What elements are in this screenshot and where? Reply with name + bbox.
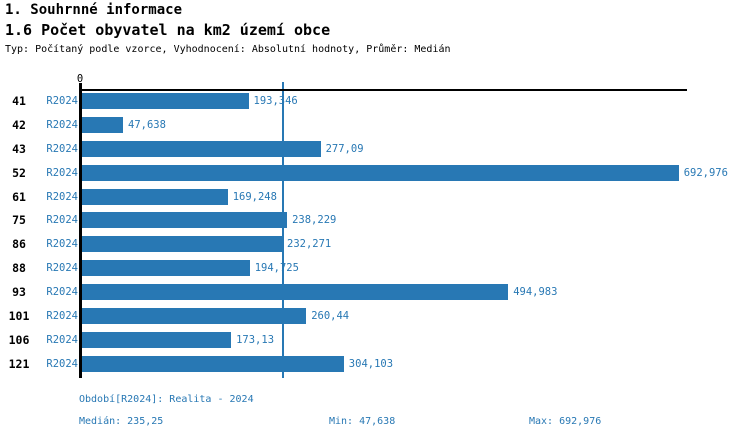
chart-row: 61 R2024 169,248	[0, 185, 750, 209]
chart-row: 75 R2024 238,229	[0, 208, 750, 232]
y-axis-line	[79, 83, 82, 378]
chart-rows: 41 R2024 193,346 42 R2024 47,638 43 R2024 277,09…	[0, 89, 750, 376]
max-stat-label: Max: 692,976	[529, 416, 602, 427]
bar-value-label: 238,229	[292, 214, 337, 227]
row-category-label: 106	[8, 332, 30, 347]
bar-41[interactable]	[82, 92, 249, 109]
chart-row: 101 R2024 260,44	[0, 304, 750, 328]
row-series-label: R2024	[46, 166, 78, 179]
chart-row: 41 R2024 193,346	[0, 89, 750, 113]
row-series-label: R2024	[46, 333, 78, 346]
row-series-label: R2024	[46, 142, 78, 155]
bar-value-label: 173,13	[236, 333, 275, 346]
x-axis-line	[79, 89, 687, 91]
bar-value-label: 692,976	[683, 166, 728, 179]
bar-101[interactable]	[82, 307, 307, 324]
bar-121[interactable]	[82, 355, 344, 372]
bar-86[interactable]	[82, 236, 282, 253]
section-title: 1. Souhrnné informace	[5, 2, 183, 18]
row-category-label: 42	[12, 117, 26, 132]
bar-75[interactable]	[82, 212, 288, 229]
row-category-label: 41	[12, 93, 26, 108]
bar-93[interactable]	[82, 284, 509, 301]
row-category-label: 61	[12, 189, 26, 204]
row-series-label: R2024	[46, 262, 78, 275]
chart-row: 52 R2024 692,976	[0, 161, 750, 185]
row-category-label: 121	[8, 356, 30, 371]
chart-row: 42 R2024 47,638	[0, 113, 750, 137]
chart-row: 88 R2024 194,725	[0, 256, 750, 280]
row-category-label: 52	[12, 165, 26, 180]
axis-zero-label: 0	[76, 73, 84, 85]
row-series-label: R2024	[46, 357, 78, 370]
row-series-label: R2024	[46, 94, 78, 107]
bar-42[interactable]	[82, 116, 123, 133]
row-category-label: 101	[8, 308, 30, 323]
bar-value-label: 193,346	[253, 94, 298, 107]
row-series-label: R2024	[46, 190, 78, 203]
row-series-label: R2024	[46, 286, 78, 299]
chart-row: 106 R2024 173,13	[0, 328, 750, 352]
bar-61[interactable]	[82, 188, 228, 205]
bar-106[interactable]	[82, 331, 232, 348]
bar-value-label: 277,09	[325, 142, 364, 155]
chart-meta-line: Typ: Počítaný podle vzorce, Vyhodnocení:…	[5, 44, 451, 55]
bar-value-label: 304,103	[348, 357, 394, 370]
row-category-label: 43	[12, 141, 26, 156]
row-category-label: 88	[12, 261, 26, 276]
median-gridline	[282, 82, 284, 378]
bar-52[interactable]	[82, 164, 679, 181]
chart-row: 93 R2024 494,983	[0, 280, 750, 304]
bar-value-label: 260,44	[311, 309, 350, 322]
bar-value-label: 232,271	[287, 238, 332, 251]
row-series-label: R2024	[46, 238, 78, 251]
row-category-label: 86	[12, 237, 26, 252]
bar-value-label: 494,983	[513, 286, 558, 299]
bar-value-label: 194,725	[254, 262, 299, 275]
bar-value-label: 169,248	[232, 190, 277, 203]
bar-43[interactable]	[82, 140, 321, 157]
chart-row: 86 R2024 232,271	[0, 232, 750, 256]
bar-88[interactable]	[82, 260, 250, 277]
row-series-label: R2024	[46, 214, 78, 227]
period-label: Období[R2024]: Realita - 2024	[79, 394, 254, 405]
row-category-label: 93	[12, 285, 26, 300]
row-series-label: R2024	[46, 309, 78, 322]
row-category-label: 75	[12, 213, 26, 228]
min-stat-label: Min: 47,638	[329, 416, 396, 427]
row-series-label: R2024	[46, 118, 78, 131]
bar-value-label: 47,638	[128, 118, 166, 131]
median-stat-label: Medián: 235,25	[79, 416, 164, 427]
chart-row: 121 R2024 304,103	[0, 352, 750, 376]
chart-row: 43 R2024 277,09	[0, 137, 750, 161]
chart-title: 1.6 Počet obyvatel na km2 území obce	[5, 21, 331, 39]
